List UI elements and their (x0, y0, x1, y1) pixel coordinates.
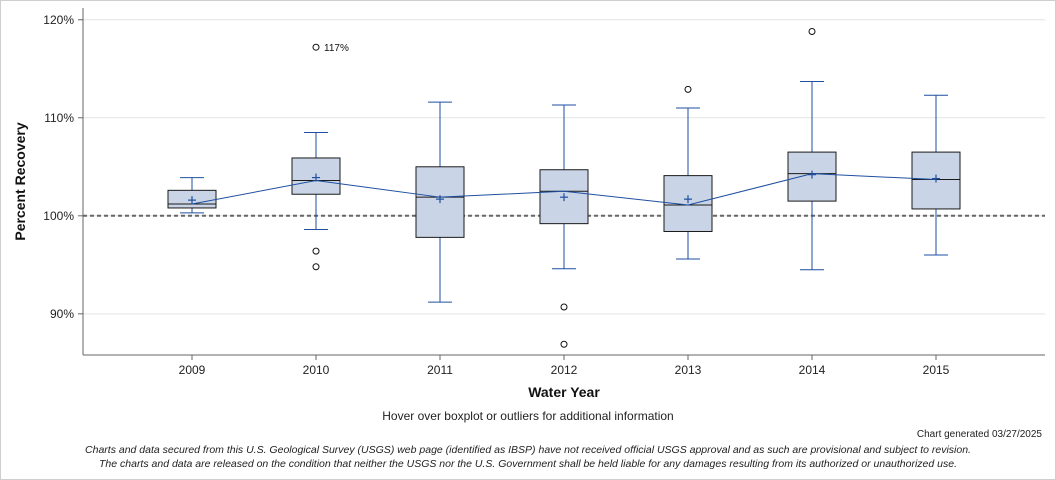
box-2009 (167, 177, 217, 214)
outlier-annotation: 117% (324, 43, 349, 54)
y-tick-label: 120% (43, 13, 74, 27)
x-tick-label: 2012 (551, 363, 578, 377)
hover-note: Hover over boxplot or outliers for addit… (382, 409, 674, 423)
box-iqr (291, 157, 341, 195)
box-2012 (539, 104, 589, 348)
x-tick-label: 2011 (427, 363, 453, 377)
box-2014 (787, 28, 837, 271)
x-axis-title: Water Year (528, 384, 600, 400)
outlier-point (560, 340, 568, 348)
x-tick-label: 2014 (799, 363, 826, 377)
generated-date: Chart generated 03/27/2025 (916, 429, 1042, 440)
box-2013 (663, 85, 713, 260)
y-axis-title: Percent Recovery (12, 122, 28, 241)
box-2015 (911, 94, 961, 256)
box-2011 (415, 101, 465, 303)
x-tick-label: 2015 (923, 363, 950, 377)
disclaimer-line-1: Charts and data secured from this U.S. G… (85, 444, 971, 456)
y-tick-label: 100% (43, 209, 74, 223)
y-tick-label: 90% (50, 307, 74, 321)
outlier-point (684, 85, 692, 93)
outlier-point (312, 43, 320, 51)
outlier-point (312, 263, 320, 271)
disclaimer-line-2: The charts and data are released on the … (99, 458, 957, 470)
outlier-point (808, 28, 816, 36)
x-tick-label: 2010 (303, 363, 330, 377)
y-tick-label: 110% (44, 111, 74, 125)
outlier-point (312, 247, 320, 255)
median-trend-line (191, 173, 937, 206)
x-tick-label: 2009 (179, 363, 206, 377)
x-tick-label: 2013 (675, 363, 702, 377)
box-2010 (291, 43, 341, 271)
outlier-point (560, 303, 568, 311)
